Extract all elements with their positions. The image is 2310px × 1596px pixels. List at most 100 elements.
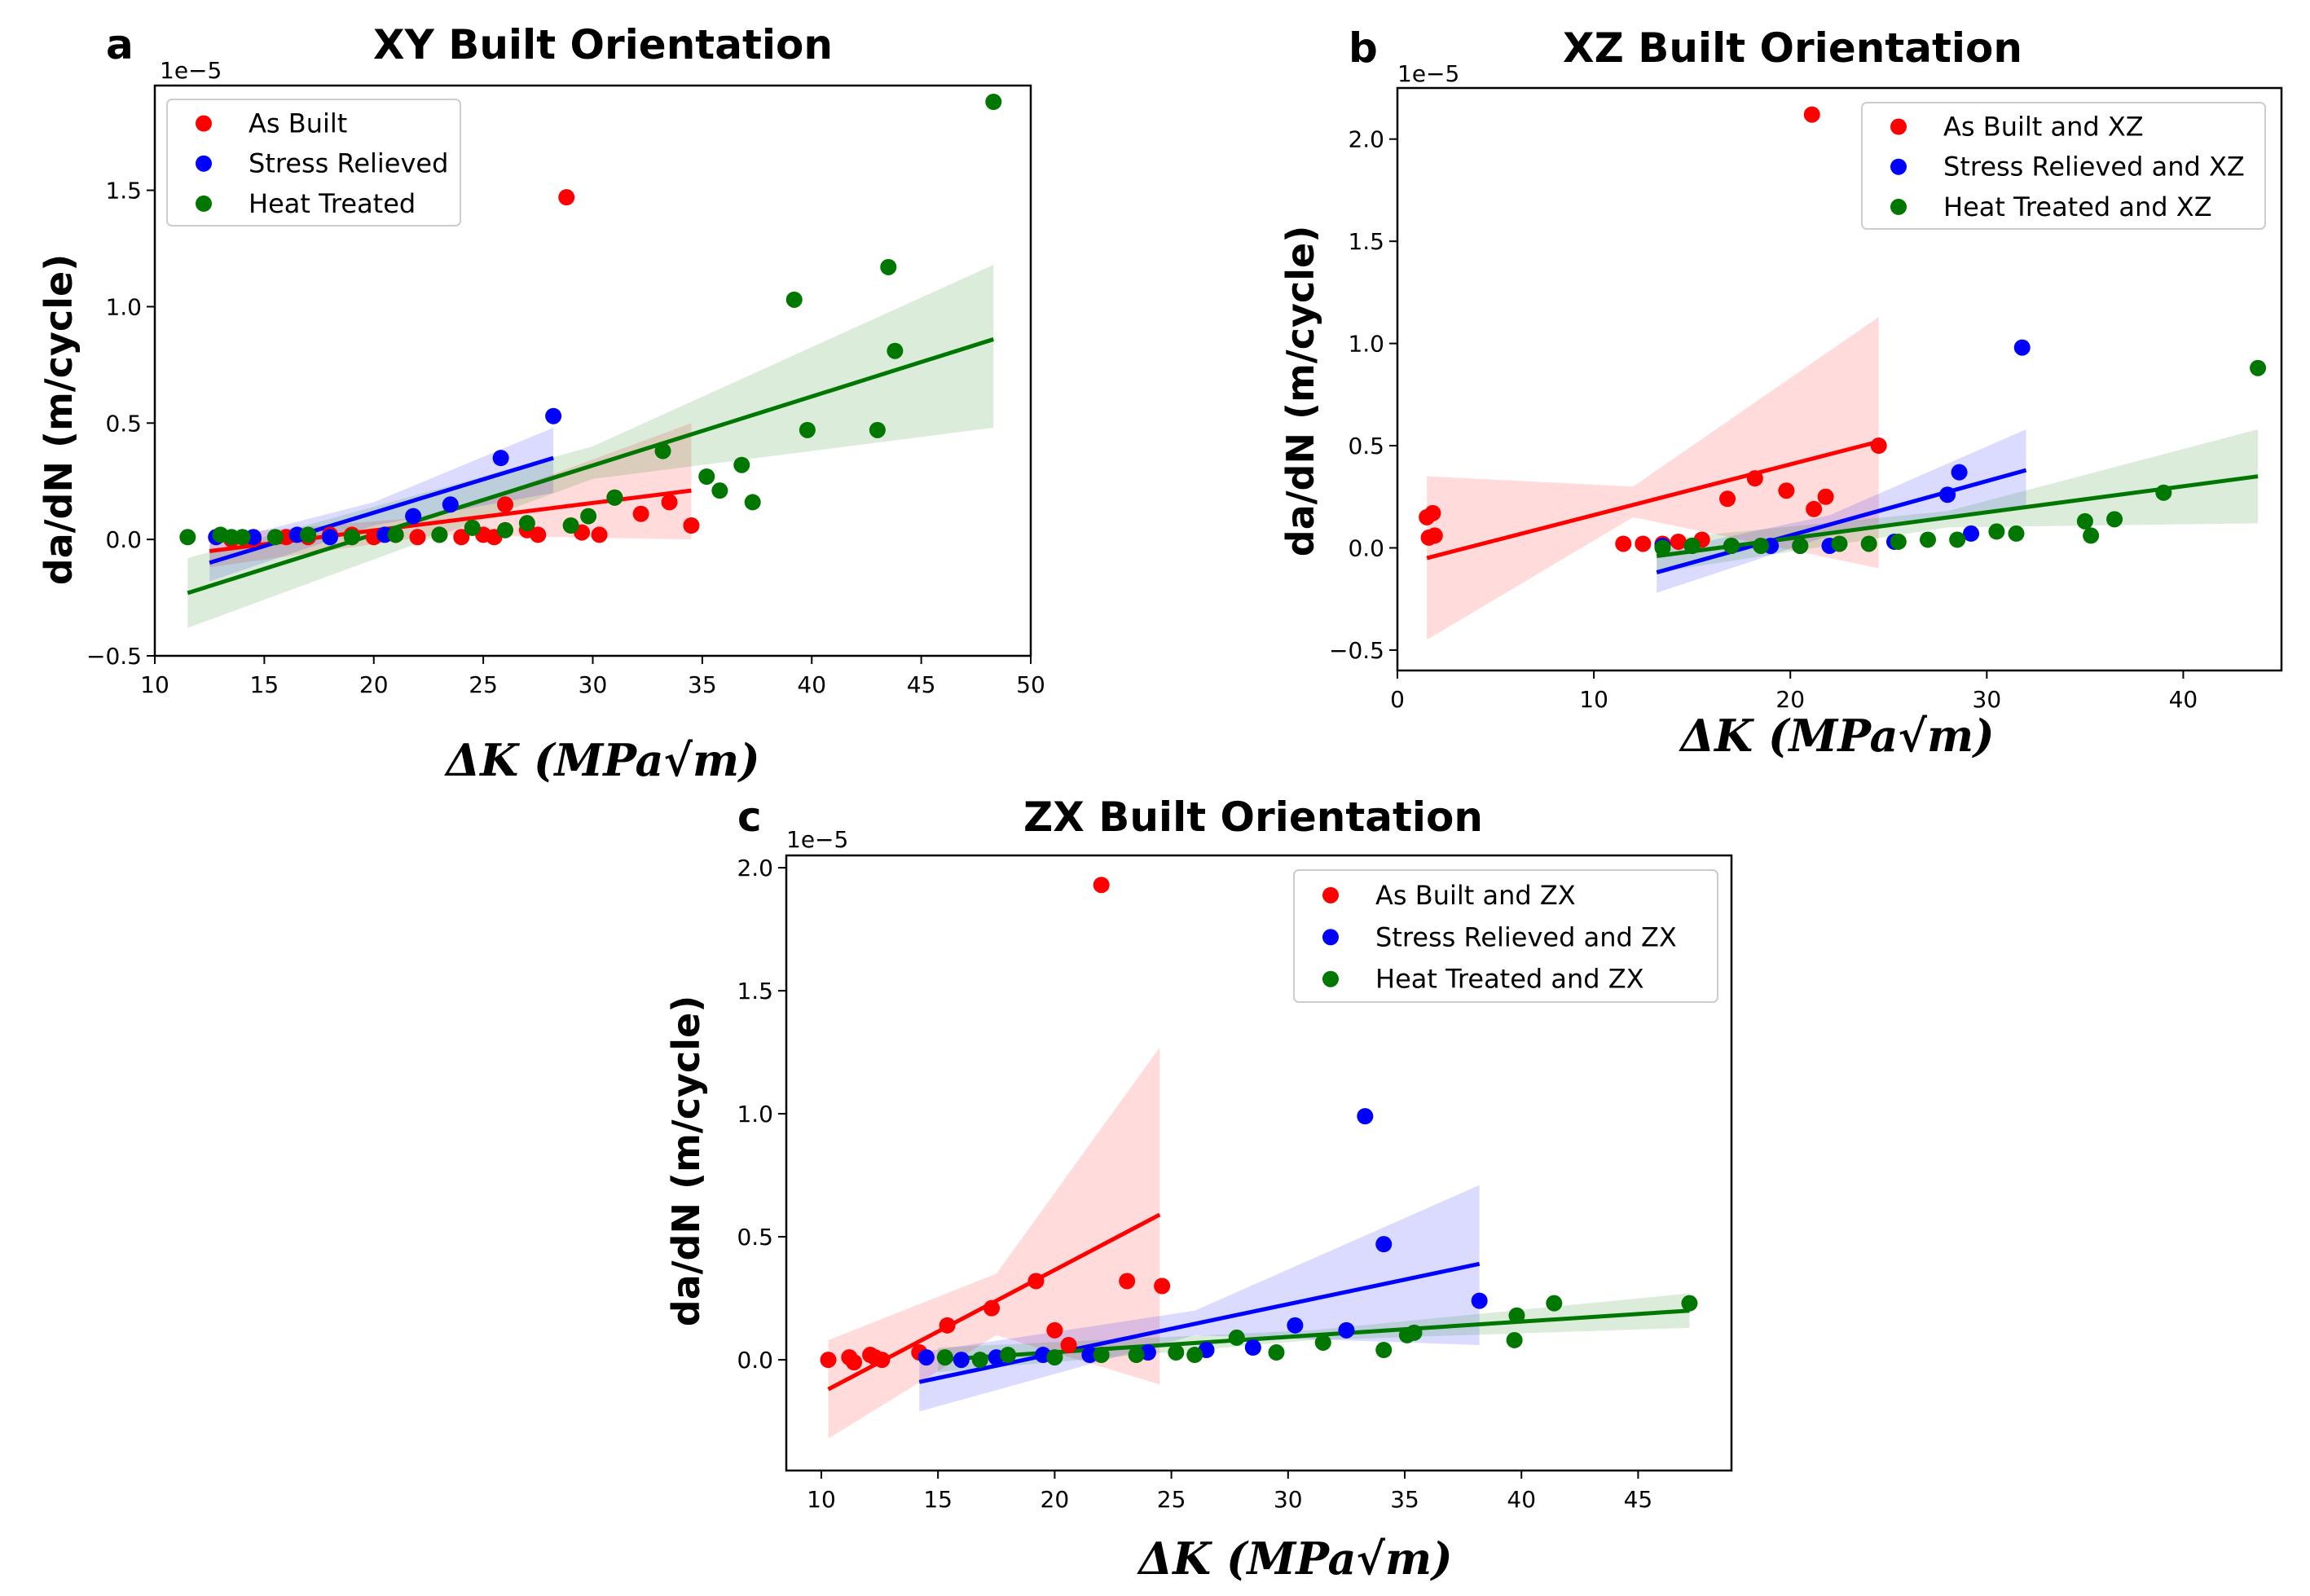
point-b-1-10 (2013, 339, 2031, 356)
y-tick-label-c-0: 0.0 (737, 1347, 773, 1374)
point-c-0-14 (1154, 1277, 1171, 1295)
legend-marker-b-0 (1890, 118, 1907, 135)
legend-box-c (1293, 869, 1718, 1003)
y-tick-label-b-1: 0.0 (1348, 534, 1384, 561)
point-b-2-2 (1723, 537, 1740, 554)
point-b-1-7 (1939, 486, 1956, 503)
point-a-0-13 (497, 496, 513, 513)
point-a-1-6 (442, 496, 459, 513)
ci-band-b-1 (1657, 429, 2026, 593)
x-tick-label-c-3: 25 (1157, 1486, 1186, 1513)
point-c-2-16 (1546, 1295, 1563, 1312)
point-b-2-8 (1920, 531, 1936, 548)
y-tick-label-b-5: 2.0 (1348, 126, 1384, 153)
chart-c-xlabel: ΔK (MPa√m) (1136, 1532, 1452, 1585)
point-a-2-13 (580, 508, 597, 525)
legend-label-c-2: Heat Treated and ZX (1375, 964, 1644, 995)
point-a-2-9 (464, 519, 481, 536)
point-b-0-2 (1424, 504, 1441, 521)
point-c-2-4 (1093, 1347, 1110, 1364)
x-tick-label-a-3: 25 (469, 671, 498, 698)
legend-marker-b-2 (1890, 198, 1907, 215)
point-b-2-7 (1890, 533, 1907, 550)
point-a-0-16 (558, 189, 575, 206)
point-b-0-10 (1746, 470, 1763, 487)
x-tick-label-a-7: 45 (907, 671, 936, 698)
point-b-2-15 (2155, 484, 2172, 501)
point-c-1-0 (917, 1349, 935, 1366)
point-a-2-17 (711, 482, 728, 499)
chart-b-title: XZ Built Orientation (1563, 24, 2022, 72)
point-a-0-18 (591, 526, 608, 543)
x-tick-label-a-4: 30 (579, 671, 608, 698)
y-tick-label-b-2: 0.5 (1348, 433, 1384, 459)
point-c-2-6 (1168, 1344, 1185, 1361)
x-tick-label-a-2: 20 (359, 671, 389, 698)
x-tick-label-b-3: 30 (1973, 686, 2002, 713)
chart-a-xlabel: ΔK (MPa√m) (443, 734, 759, 786)
point-a-2-21 (799, 421, 816, 438)
point-c-1-10 (1357, 1108, 1374, 1125)
point-c-1-7 (1244, 1339, 1261, 1356)
legend-marker-c-2 (1322, 970, 1339, 987)
chart-a-y-offset: 1e−5 (160, 57, 222, 84)
point-c-2-1 (971, 1352, 988, 1369)
ci-band-a-2 (187, 265, 994, 628)
y-tick-label-c-1: 0.5 (737, 1224, 773, 1251)
chart-a-title: XY Built Orientation (373, 21, 833, 68)
point-b-2-10 (1988, 523, 2005, 540)
point-c-2-9 (1268, 1344, 1285, 1361)
point-c-1-12 (1471, 1292, 1488, 1309)
legend-marker-a-0 (196, 115, 212, 132)
point-c-0-13 (1119, 1273, 1136, 1290)
point-a-2-8 (431, 526, 448, 543)
point-a-2-10 (497, 521, 513, 539)
fit-line-c-1 (918, 1261, 1481, 1384)
chart-a: a XY Built Orientation 1e−5 10 15 20 25 30 35… (37, 21, 1045, 786)
legend-label-c-0: As Built and ZX (1375, 880, 1576, 911)
y-tick-label-c-2: 1.0 (737, 1101, 773, 1128)
x-tick-label-a-0: 10 (140, 671, 169, 698)
legend-marker-a-1 (196, 155, 212, 172)
point-b-0-11 (1778, 482, 1795, 499)
point-c-0-11 (1060, 1336, 1077, 1353)
y-tick-label-c-4: 2.0 (737, 855, 773, 882)
point-a-2-11 (518, 515, 535, 532)
point-a-2-24 (887, 342, 904, 359)
y-tick-label-a-3: 1.0 (105, 293, 142, 320)
point-c-2-5 (1128, 1347, 1145, 1364)
x-tick-label-c-1: 15 (923, 1486, 953, 1513)
chart-c-plot: 10 15 20 25 30 35 40 45 0.0 0.5 1.0 1.5 2.0 As Built … (737, 854, 1733, 1513)
point-b-2-1 (1683, 537, 1701, 554)
legend-label-c-1: Stress Relieved and ZX (1375, 921, 1677, 952)
point-a-2-22 (869, 421, 886, 438)
legend-box-b (1861, 102, 2266, 230)
point-a-2-14 (606, 489, 623, 506)
point-a-2-5 (300, 526, 317, 543)
point-c-1-9 (1338, 1321, 1355, 1339)
point-c-1-11 (1375, 1236, 1393, 1253)
y-tick-label-a-0: −0.5 (86, 643, 142, 670)
point-c-2-7 (1186, 1347, 1203, 1364)
x-tick-label-a-8: 50 (1016, 671, 1045, 698)
point-a-2-19 (744, 494, 761, 511)
point-a-0-8 (409, 529, 426, 546)
point-b-2-16 (2250, 359, 2267, 376)
point-a-2-0 (179, 529, 196, 546)
fit-line-a-1 (209, 455, 554, 565)
point-c-1-1 (953, 1352, 970, 1369)
point-b-0-12 (1806, 500, 1823, 517)
point-c-2-15 (1508, 1307, 1525, 1324)
point-a-2-16 (698, 468, 715, 485)
x-tick-label-c-6: 40 (1507, 1486, 1536, 1513)
legend-marker-c-0 (1322, 886, 1339, 904)
point-a-2-3 (234, 529, 251, 546)
point-c-2-10 (1314, 1334, 1331, 1351)
legend-marker-c-1 (1322, 929, 1339, 946)
x-tick-label-a-5: 35 (688, 671, 717, 698)
axes-frame-b (1396, 86, 2283, 672)
point-c-2-3 (1046, 1349, 1063, 1366)
point-b-1-8 (1951, 464, 1968, 481)
point-c-2-13 (1406, 1324, 1423, 1341)
